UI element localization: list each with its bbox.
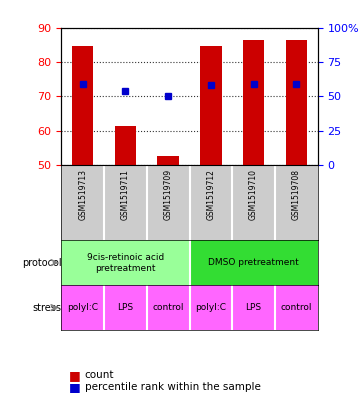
Text: GSM1519710: GSM1519710	[249, 169, 258, 220]
Text: LPS: LPS	[117, 303, 134, 312]
Text: GSM1519708: GSM1519708	[292, 169, 301, 220]
Bar	[190, 240, 318, 285]
Bar	[243, 40, 264, 165]
Text: 9cis-retinoic acid
pretreatment: 9cis-retinoic acid pretreatment	[87, 253, 164, 273]
Text: GSM1519713: GSM1519713	[78, 169, 87, 220]
Bar	[286, 40, 307, 165]
Text: GSM1519709: GSM1519709	[164, 169, 173, 220]
Text: GSM1519711: GSM1519711	[121, 169, 130, 220]
Text: ■: ■	[69, 380, 81, 393]
Text: polyI:C: polyI:C	[195, 303, 226, 312]
Text: GSM1519712: GSM1519712	[206, 169, 216, 220]
Text: LPS: LPS	[245, 303, 262, 312]
Text: DMSO pretreatment: DMSO pretreatment	[208, 258, 299, 267]
Bar	[157, 156, 179, 165]
Text: polyI:C: polyI:C	[67, 303, 98, 312]
Text: control: control	[152, 303, 184, 312]
Text: control: control	[280, 303, 312, 312]
Text: ■: ■	[69, 369, 81, 382]
Text: percentile rank within the sample: percentile rank within the sample	[85, 382, 261, 392]
Text: stress: stress	[32, 303, 61, 312]
Text: protocol: protocol	[22, 257, 61, 268]
Bar	[72, 46, 93, 165]
Text: count: count	[85, 370, 114, 380]
Bar	[115, 125, 136, 165]
Bar	[61, 240, 190, 285]
Bar	[200, 46, 222, 165]
